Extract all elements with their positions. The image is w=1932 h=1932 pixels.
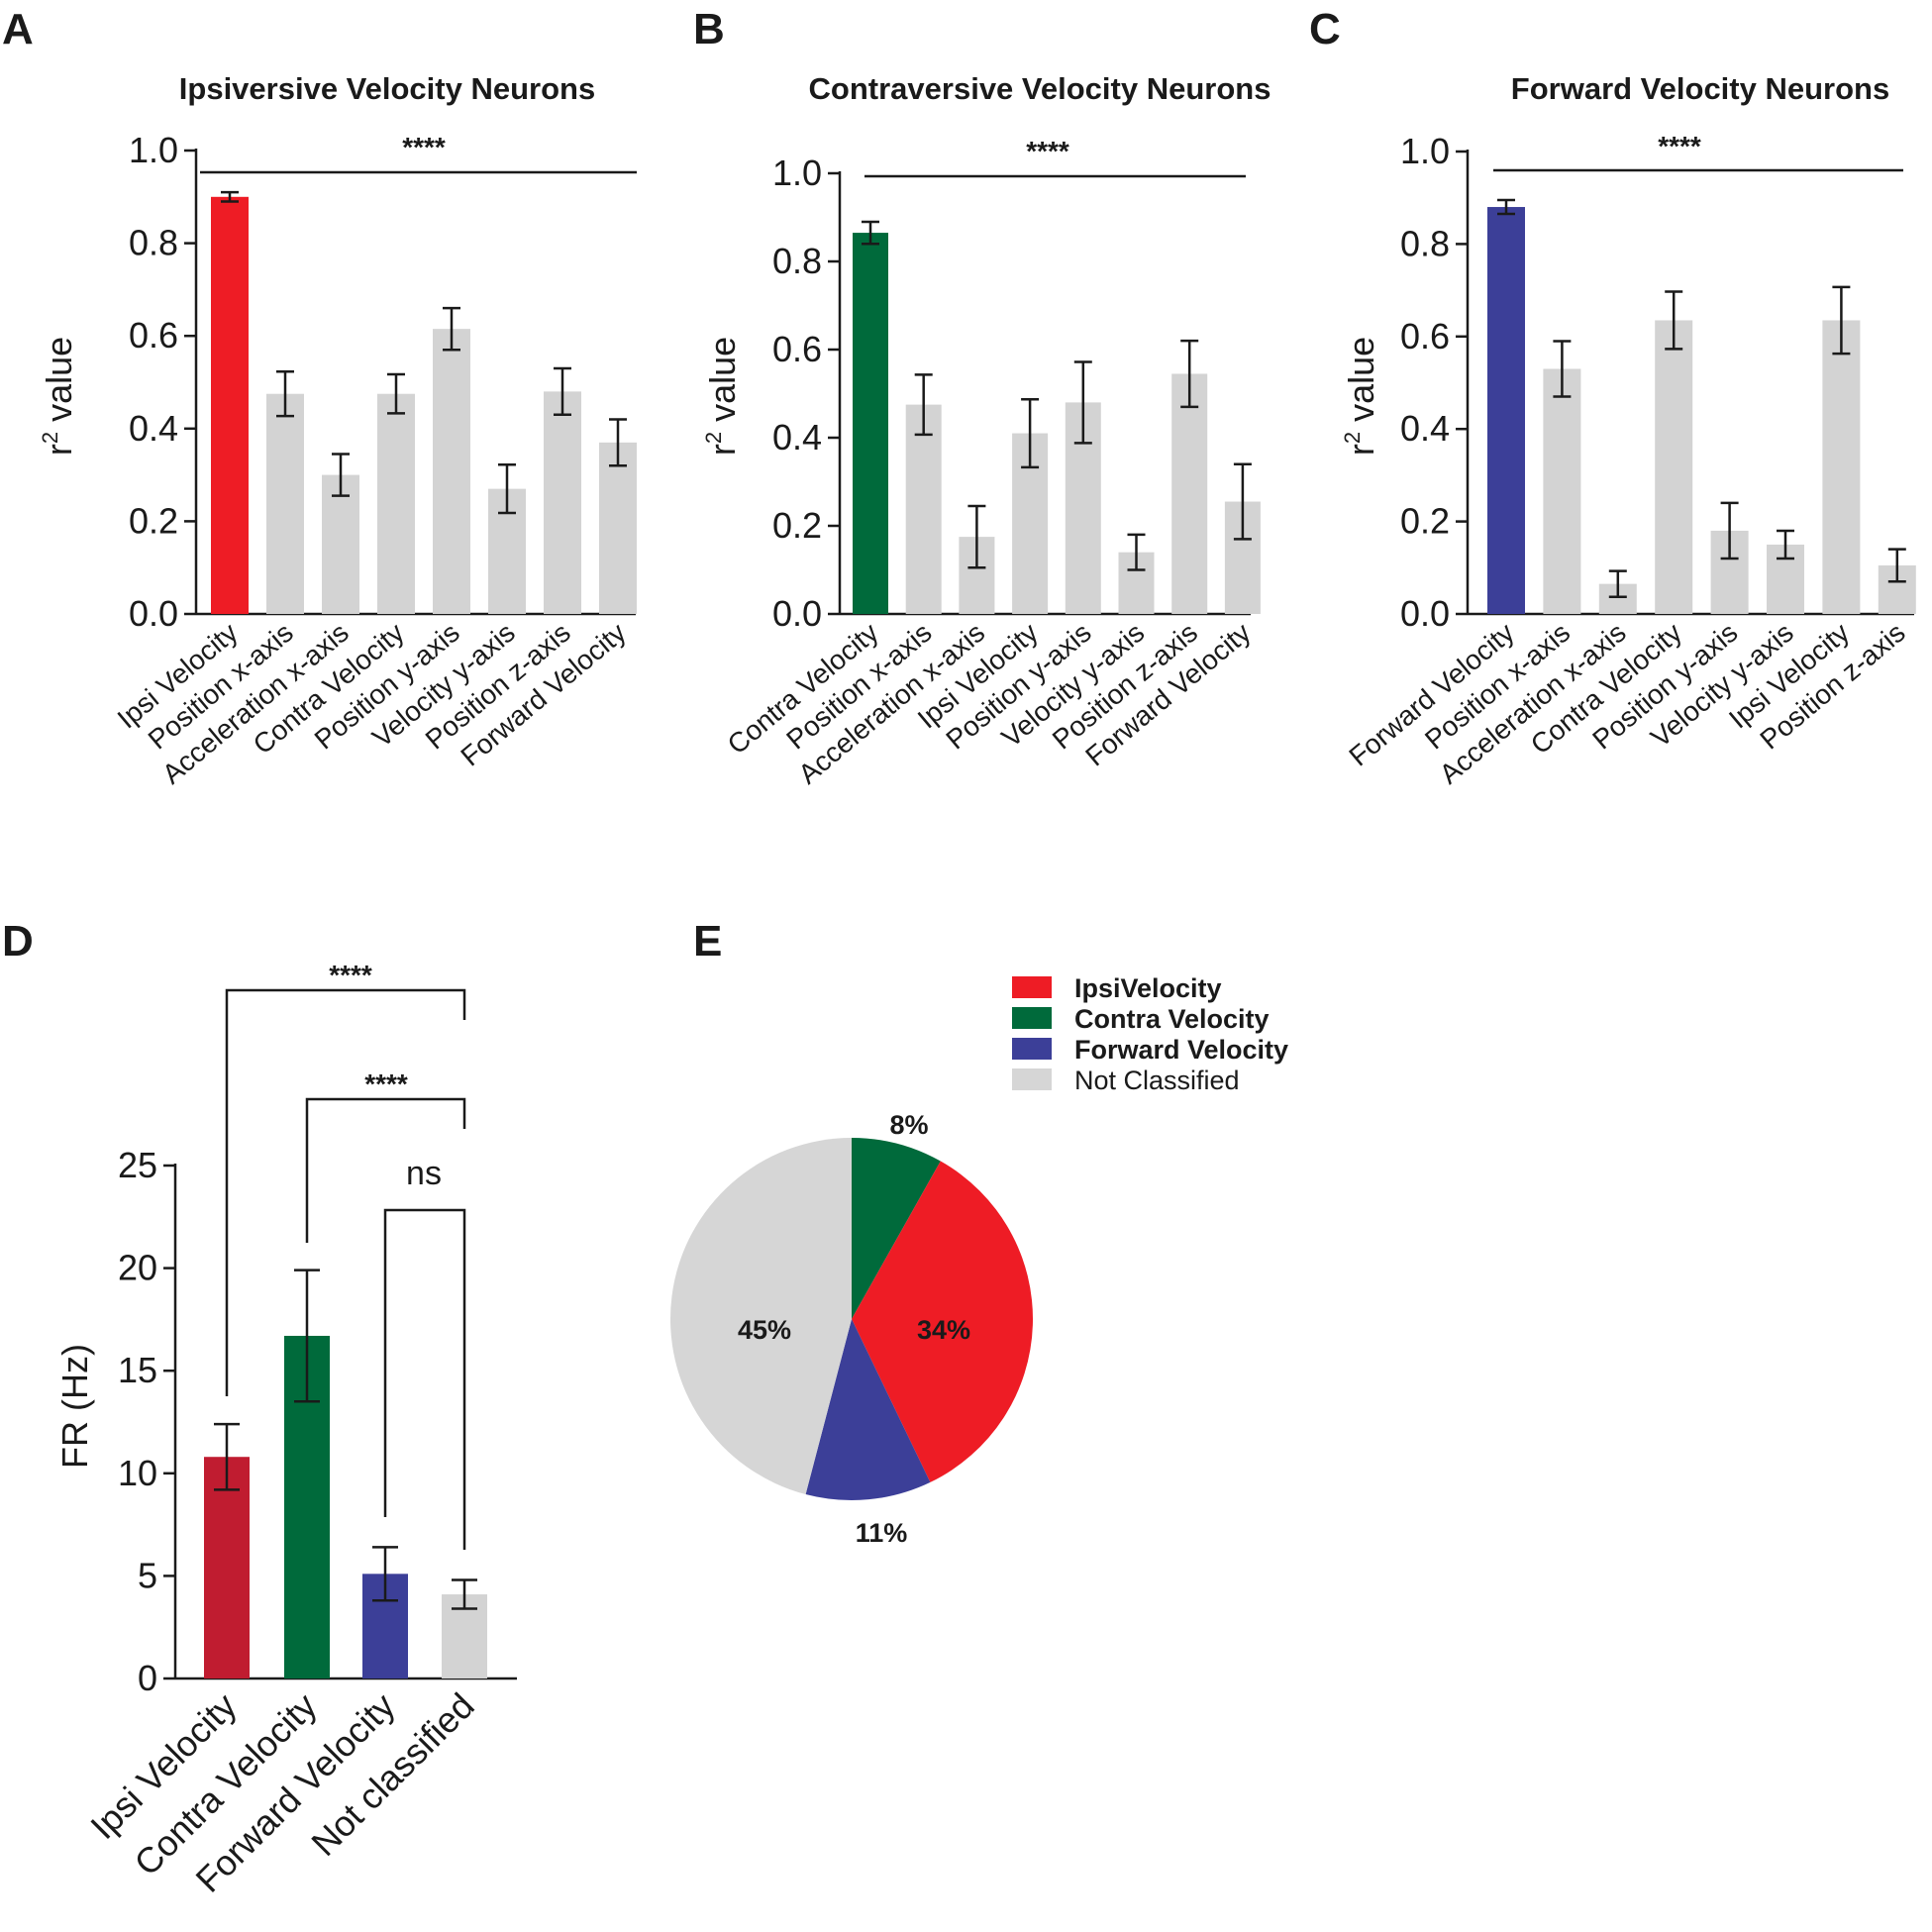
bar-1 [1487,207,1525,615]
bar-2 [266,393,304,614]
pie-slice-3 [805,1319,931,1501]
y-tick-label: 0.4 [772,417,822,458]
y-tick-label: 0.2 [1400,501,1450,542]
panel-label-b: B [693,5,725,53]
y-axis-label-sup: 2 [701,432,726,444]
legend-swatch-4 [1012,1068,1052,1090]
pie-slice-label: 34% [917,1315,970,1345]
y-tick-label: 0.6 [1400,316,1450,356]
legend-swatch-2 [1012,1007,1052,1029]
significance-label: **** [402,132,446,162]
y-tick-label: 15 [118,1350,157,1390]
y-tick-label: 1.0 [129,130,178,170]
pie-slice-label: 8% [889,1110,928,1140]
y-tick-label: 0.6 [772,329,822,369]
panel-label-c: C [1309,5,1341,53]
bar-7 [544,391,581,614]
bar-1 [204,1457,250,1678]
y-axis-label: r2 value [1340,337,1381,456]
bar-8 [599,442,637,614]
y-axis-label-sup: 2 [38,432,62,444]
y-tick-label: 0.4 [1400,408,1450,449]
y-axis-label: FR (Hz) [54,1344,95,1469]
legend-swatch-3 [1012,1038,1052,1060]
y-axis-label-rest: value [702,337,743,432]
comparison-label-1: **** [329,960,372,990]
y-axis-label-base: r [702,444,743,456]
y-axis-label: r2 value [701,337,743,456]
bar-1 [211,196,249,615]
y-axis-label-base: r [39,444,79,456]
bar-2 [1543,368,1581,614]
y-tick-label: 0.8 [1400,223,1450,263]
panel-b-chart: 0.00.20.40.60.81.0r2 value****Contra Vel… [701,136,1261,790]
bar-4 [377,393,415,614]
y-tick-label: 0.6 [129,315,178,356]
y-tick-label: 25 [118,1145,157,1185]
y-tick-label: 5 [138,1555,157,1595]
panel-c-title: Forward Velocity Neurons [1511,71,1889,106]
y-tick-label: 1.0 [1400,131,1450,171]
legend-label-1: IpsiVelocity [1074,973,1222,1003]
y-tick-label: 0 [138,1658,157,1698]
y-tick-label: 0.8 [772,241,822,281]
legend-label-4: Not Classified [1074,1066,1240,1095]
y-axis-label-rest: value [39,337,79,432]
panel-c-chart: 0.00.20.40.60.81.0r2 value****Forward Ve… [1340,131,1916,790]
y-tick-label: 0.0 [772,593,822,634]
legend-label-3: Forward Velocity [1074,1035,1288,1065]
pie-slice-label: 11% [856,1518,908,1548]
bar-3 [322,474,359,614]
bar-7 [1822,320,1861,614]
panel-a-chart: 0.00.20.40.60.81.0r2 value****Ipsi Veloc… [38,130,637,790]
legend-label-2: Contra Velocity [1074,1004,1270,1034]
panel-a-title: Ipsiversive Velocity Neurons [179,71,595,106]
y-tick-label: 0.0 [129,593,178,634]
comparison-bracket-3 [383,1208,466,1550]
significance-label: **** [1658,131,1701,161]
pie-slice-2 [852,1161,1033,1482]
bar-5 [433,329,470,614]
panel-b-title: Contraversive Velocity Neurons [809,71,1271,106]
y-tick-label: 1.0 [772,153,822,193]
significance-label: **** [1026,136,1069,166]
comparison-bracket-1 [225,988,466,1396]
y-tick-label: 10 [118,1453,157,1493]
bar-1 [853,233,888,614]
pie-slice-4 [670,1138,852,1495]
panel-label-e: E [693,917,722,966]
y-tick-label: 0.2 [129,500,178,541]
panel-label-a: A [2,5,34,53]
panel-label-d: D [2,917,34,966]
pie-slice-label: 45% [738,1315,791,1345]
legend-swatch-1 [1012,976,1052,998]
bar-7 [1171,373,1208,614]
comparison-bracket-2 [305,1097,466,1243]
comparison-label-3: ns [406,1155,442,1192]
comparison-label-2: **** [364,1068,408,1099]
y-tick-label: 0.8 [129,223,178,263]
y-axis-label: r2 value [38,337,79,456]
y-axis-label-base: r [1341,444,1381,456]
bar-2 [905,404,942,614]
y-tick-label: 0.4 [129,408,178,449]
y-axis-label-sup: 2 [1340,432,1365,444]
y-tick-label: 0.2 [772,505,822,546]
pie-slice-1 [852,1138,941,1319]
y-tick-label: 0.0 [1400,593,1450,634]
y-axis-label-rest: value [1341,337,1381,432]
y-tick-label: 20 [118,1248,157,1288]
bar-4 [1655,320,1693,614]
